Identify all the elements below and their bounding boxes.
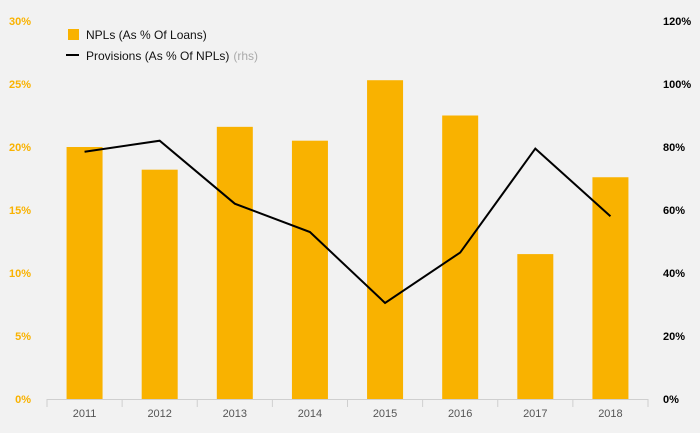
npl-bar (592, 177, 629, 399)
npl-bar (442, 115, 479, 399)
legend-swatch-npls (68, 29, 79, 40)
npl-bar (291, 140, 328, 399)
left-tick-label: 25% (9, 79, 31, 91)
right-tick-label: 20% (663, 331, 685, 343)
x-tick-label: 2013 (223, 408, 247, 420)
npl-bar (216, 126, 253, 399)
npl-bar (66, 147, 103, 399)
left-tick-label: 0% (15, 394, 31, 406)
legend-label-provisions-suffix: (rhs) (233, 49, 258, 63)
x-tick-label: 2011 (73, 408, 97, 420)
legend-label-provisions: Provisions (As % Of NPLs) (rhs) (86, 49, 258, 63)
x-tick-label: 2015 (373, 408, 397, 420)
left-y-axis: 0% 5% 10% 15% 20% 25% 30% (9, 16, 31, 406)
npl-bar (141, 169, 178, 399)
left-tick-label: 5% (15, 331, 31, 343)
right-y-axis: 0% 20% 40% 60% 80% 100% 120% (663, 16, 691, 406)
provisions-line-path (84, 139, 612, 305)
left-tick-label: 15% (9, 205, 31, 217)
left-tick-label: 20% (9, 142, 31, 154)
right-tick-label: 60% (663, 205, 685, 217)
x-tick-label: 2014 (298, 408, 322, 420)
right-tick-label: 0% (663, 394, 679, 406)
legend: NPLs (As % Of Loans) Provisions (As % Of… (66, 28, 258, 63)
right-tick-label: 80% (663, 142, 685, 154)
provisions-line (84, 139, 612, 305)
x-tick-label: 2018 (598, 408, 622, 420)
left-tick-label: 10% (9, 268, 31, 280)
legend-label-npls: NPLs (As % Of Loans) (86, 28, 207, 42)
npl-bar (517, 254, 554, 399)
npl-bars (66, 80, 629, 399)
right-tick-label: 120% (663, 16, 691, 28)
left-tick-label: 30% (9, 16, 31, 28)
right-tick-label: 100% (663, 79, 691, 91)
npl-bar (367, 80, 404, 399)
legend-label-provisions-main: Provisions (As % Of NPLs) (86, 49, 229, 63)
right-tick-label: 40% (663, 268, 685, 280)
x-tick-label: 2012 (147, 408, 171, 420)
x-axis: 2011 2012 2013 2014 2015 2016 2017 2018 (46, 399, 649, 420)
x-tick-label: 2017 (523, 408, 547, 420)
x-tick-label: 2016 (448, 408, 472, 420)
